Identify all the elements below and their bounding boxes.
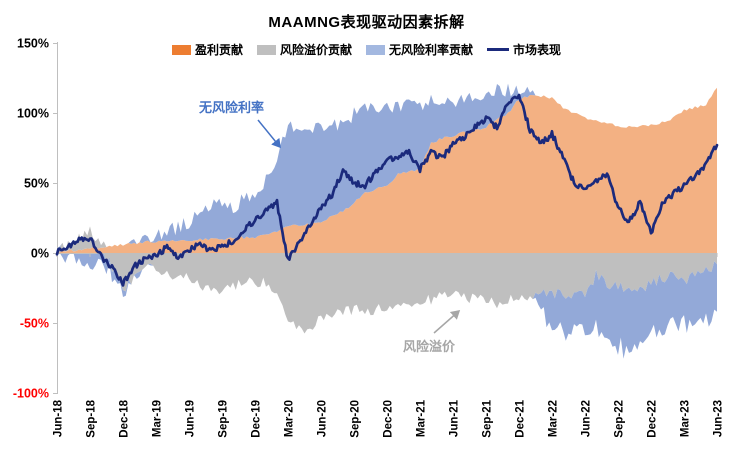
annotation-risk-premium: 风险溢价 xyxy=(403,339,456,354)
x-axis-label: Dec-20 xyxy=(383,400,395,438)
risk-premium-area-negative xyxy=(57,253,717,334)
risk-free-rate-area-positive xyxy=(57,83,717,252)
x-axis-label: Sep-19 xyxy=(218,400,230,438)
legend-item-earnings: 盈利贡献 xyxy=(171,41,243,58)
x-axis-label: Jun-21 xyxy=(449,399,461,437)
legend-item-market: 市场表现 xyxy=(487,41,561,58)
legend-label-risk-premium: 风险溢价贡献 xyxy=(279,43,352,57)
legend-swatch-risk-free-rate xyxy=(366,44,385,55)
earnings-area xyxy=(57,87,717,253)
x-axis-label: Dec-21 xyxy=(515,399,527,437)
legend-swatch-risk-premium xyxy=(256,44,276,55)
annotation-arrow-risk-free-rate xyxy=(257,119,281,149)
x-axis-label: Mar-20 xyxy=(284,400,296,437)
annotation-arrow-risk-premium xyxy=(433,310,461,334)
legend-label-earnings: 盈利贡献 xyxy=(194,43,243,57)
y-axis-label: 150% xyxy=(17,37,49,51)
y-axis-label: 0% xyxy=(31,247,49,261)
x-axis-label: Jun-22 xyxy=(581,400,593,437)
legend-item-risk-premium: 风险溢价贡献 xyxy=(256,41,352,58)
legend-item-risk-free-rate: 无风险利率贡献 xyxy=(366,41,473,58)
chart-title: MAAMNG表现驱动因素拆解 xyxy=(268,14,465,31)
x-axis-label: Mar-22 xyxy=(548,400,560,437)
x-axis-label: Sep-21 xyxy=(482,399,494,437)
risk-free-rate-area-negative xyxy=(57,253,717,359)
legend-label-market: 市场表现 xyxy=(513,43,562,57)
x-axis-label: Sep-18 xyxy=(86,399,98,437)
legend-label-risk-free-rate: 无风险利率贡献 xyxy=(389,43,474,57)
y-axis-label: -100% xyxy=(13,387,49,401)
x-axis-label: Dec-19 xyxy=(251,400,263,438)
x-axis-label: Mar-23 xyxy=(680,400,692,437)
y-axis-label: 100% xyxy=(17,107,49,121)
x-axis-label: Jun-23 xyxy=(713,400,725,437)
x-axis-label: Jun-19 xyxy=(185,400,197,437)
y-axis-label: 50% xyxy=(24,177,49,191)
x-axis-label: Dec-22 xyxy=(647,400,659,438)
legend-swatch-earnings xyxy=(171,44,191,55)
x-axis-label: Jun-18 xyxy=(53,399,65,437)
x-axis-label: Sep-22 xyxy=(614,400,626,438)
x-axis-label: Mar-19 xyxy=(152,400,164,437)
x-axis-label: Sep-20 xyxy=(350,400,362,438)
annotation-risk-free-rate: 无风险利率 xyxy=(199,100,265,115)
x-axis-label: Mar-21 xyxy=(416,399,428,437)
legend-swatch-market xyxy=(487,48,510,51)
x-axis-label: Dec-18 xyxy=(119,399,131,437)
market-line xyxy=(55,93,719,287)
y-axis-label: -50% xyxy=(20,317,49,331)
x-axis-label: Jun-20 xyxy=(317,400,329,437)
chart-legend: 盈利贡献 风险溢价贡献 无风险利率贡献 市场表现 xyxy=(0,41,733,58)
